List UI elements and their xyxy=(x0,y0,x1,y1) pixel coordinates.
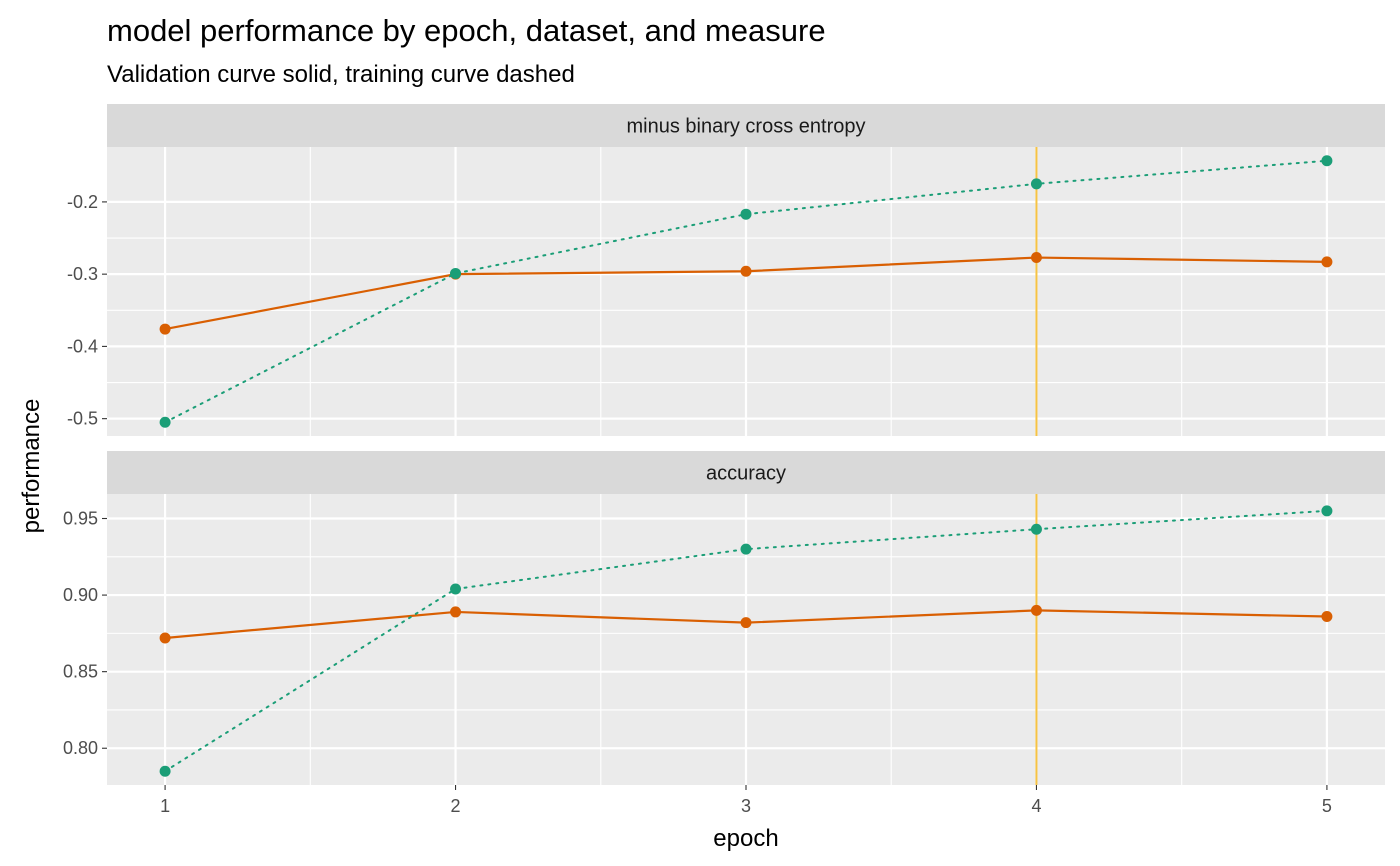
validation-point xyxy=(1321,256,1333,268)
x-tick-label: 5 xyxy=(1322,796,1332,816)
training-point xyxy=(450,267,462,279)
facet-strip-label: minus binary cross entropy xyxy=(627,116,866,138)
facet-panel: accuracy 0.80 0.85 0.90 0.95 xyxy=(63,451,1385,785)
y-axis-title: performance xyxy=(18,399,45,534)
facet-strip xyxy=(107,104,1385,147)
y-tick-label: -0.5 xyxy=(67,409,98,429)
y-tick-label: 0.95 xyxy=(63,509,98,529)
x-tick-label: 2 xyxy=(451,796,461,816)
y-tick-label: -0.4 xyxy=(67,336,98,356)
facet-strip-label: accuracy xyxy=(706,463,786,485)
chart-subtitle: Validation curve solid, training curve d… xyxy=(107,61,575,88)
facet-panel: minus binary cross entropy -0.5 -0.4 -0.3 -0… xyxy=(67,104,1385,436)
training-line xyxy=(164,509,1328,773)
training-point xyxy=(740,543,752,555)
training-point xyxy=(1321,155,1333,167)
validation-point xyxy=(740,265,752,277)
y-tick-label: -0.2 xyxy=(67,192,98,212)
x-tick-label: 3 xyxy=(741,796,751,816)
training-point xyxy=(159,765,171,777)
x-tick-label: 1 xyxy=(160,796,170,816)
y-tick-label: -0.3 xyxy=(67,264,98,284)
facet-strip xyxy=(107,451,1385,494)
validation-point xyxy=(1030,604,1042,616)
facet-panels: minus binary cross entropy -0.5 -0.4 -0.3 -0… xyxy=(63,104,1385,785)
training-point xyxy=(159,416,171,428)
y-tick-label: 0.80 xyxy=(63,738,98,758)
y-tick-label: 0.85 xyxy=(63,662,98,682)
x-axis-title: epoch xyxy=(713,825,778,852)
validation-point xyxy=(159,323,171,335)
training-point xyxy=(450,583,462,595)
x-tick-label: 4 xyxy=(1031,796,1041,816)
x-axis: 1 2 3 4 5 xyxy=(160,785,1332,816)
training-point xyxy=(1030,523,1042,535)
y-tick-label: 0.90 xyxy=(63,585,98,605)
training-point xyxy=(1321,505,1333,517)
chart-title: model performance by epoch, dataset, and… xyxy=(107,13,826,48)
training-line xyxy=(164,159,1328,424)
validation-point xyxy=(450,606,462,618)
validation-point xyxy=(1321,611,1333,623)
training-point xyxy=(1030,178,1042,190)
validation-point xyxy=(159,632,171,644)
training-point xyxy=(740,208,752,220)
validation-point xyxy=(740,617,752,629)
validation-point xyxy=(1030,252,1042,264)
